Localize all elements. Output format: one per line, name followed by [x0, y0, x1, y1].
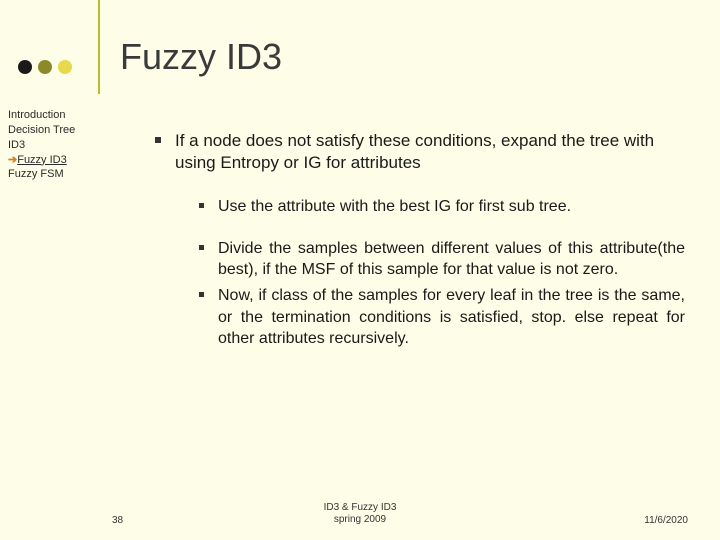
footer-center: ID3 & Fuzzy ID3 spring 2009	[324, 502, 397, 526]
bullet-item: If a node does not satisfy these conditi…	[155, 130, 685, 174]
square-bullet-icon	[199, 203, 204, 208]
outline-item: Introduction	[8, 108, 93, 123]
dot-icon	[38, 60, 52, 74]
footer-date: 11/6/2020	[644, 515, 688, 526]
footer-subtitle: spring 2009	[324, 514, 397, 526]
outline-item: ID3	[8, 138, 93, 153]
square-bullet-icon	[199, 292, 204, 297]
outline-sidebar: Introduction Decision Tree ID3 ➔Fuzzy ID…	[8, 108, 93, 182]
sub-bullet-text: Divide the samples between different val…	[218, 238, 685, 281]
bullet-text: If a node does not satisfy these conditi…	[175, 130, 685, 174]
sub-bullet-item: Divide the samples between different val…	[199, 238, 685, 281]
outline-item-active: ➔Fuzzy ID3	[8, 153, 93, 168]
sub-bullet-text: Now, if class of the samples for every l…	[218, 285, 685, 350]
dot-icon	[58, 60, 72, 74]
sub-bullet-item: Now, if class of the samples for every l…	[199, 285, 685, 350]
square-bullet-icon	[199, 245, 204, 250]
arrow-icon: ➔	[8, 154, 17, 166]
square-bullet-icon	[155, 137, 161, 143]
vertical-divider	[98, 0, 100, 94]
slide-title: Fuzzy ID3	[120, 36, 282, 78]
footer-title: ID3 & Fuzzy ID3	[324, 502, 397, 514]
outline-item: Fuzzy FSM	[8, 167, 93, 182]
dot-icon	[18, 60, 32, 74]
outline-item: Decision Tree	[8, 123, 93, 138]
slide-content: If a node does not satisfy these conditi…	[155, 130, 685, 370]
sub-bullet-list: Use the attribute with the best IG for f…	[199, 196, 685, 350]
page-number: 38	[112, 515, 123, 526]
sub-bullet-item: Use the attribute with the best IG for f…	[199, 196, 685, 218]
decorative-dots	[18, 60, 72, 74]
sub-bullet-text: Use the attribute with the best IG for f…	[218, 196, 571, 218]
